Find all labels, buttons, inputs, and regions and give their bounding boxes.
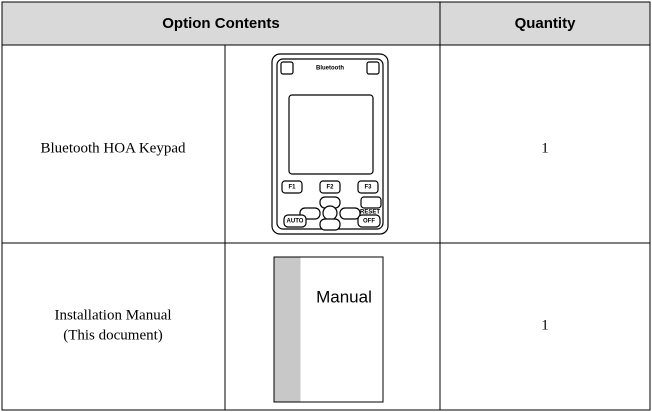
keypad-image	[271, 53, 389, 235]
quantity: 1	[541, 317, 549, 333]
keypad-label: F1	[288, 185, 296, 191]
keypad-label: Bluetooth	[316, 66, 344, 72]
item-name: Installation Manual	[54, 307, 171, 323]
manual-image: Manual	[273, 256, 384, 403]
manual-label: Manual	[316, 287, 372, 306]
keypad-label: RESET	[360, 210, 380, 216]
header-cell: Quantity	[515, 15, 576, 32]
keypad-label: AUTO	[287, 219, 304, 225]
keypad-label: F2	[326, 185, 334, 191]
keypad-label: F3	[364, 185, 372, 191]
item-name: (This document)	[63, 327, 163, 343]
header-cell: Option Contents	[162, 15, 279, 32]
quantity: 1	[541, 140, 549, 156]
keypad-label: OFF	[363, 219, 375, 225]
item-name: Bluetooth HOA Keypad	[41, 140, 186, 156]
header-row	[1, 1, 651, 46]
